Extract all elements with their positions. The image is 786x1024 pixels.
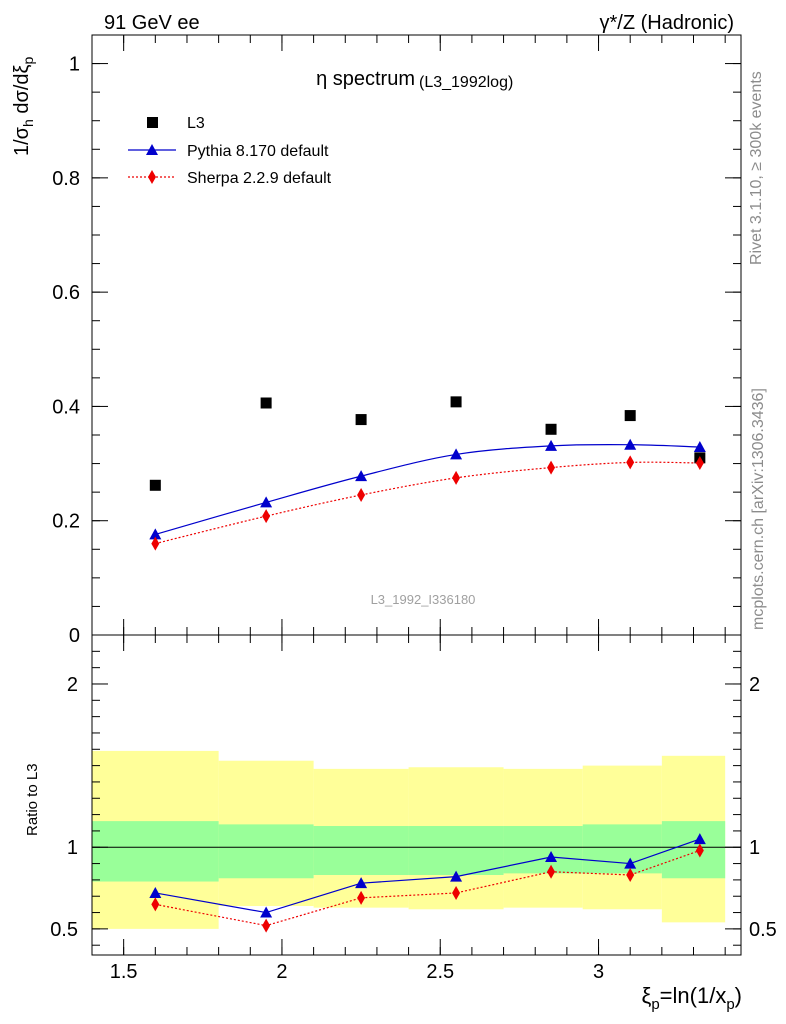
ratio-point-pythia-2 bbox=[355, 877, 368, 889]
ratio-frame bbox=[91, 634, 742, 956]
main-point-l3-0 bbox=[149, 479, 161, 491]
main-point-pythia-5 bbox=[624, 438, 637, 450]
legend-marker-pythia bbox=[146, 144, 158, 155]
x-tick-label-3: 3 bbox=[593, 961, 604, 983]
x-tick-label-2: 2.5 bbox=[426, 961, 454, 983]
main-ytick-label-1: 0.2 bbox=[52, 511, 80, 533]
ratio-point-sherpa-3 bbox=[452, 885, 461, 900]
ratio-ytick-label-left-2: 2 bbox=[67, 674, 78, 696]
legend-marker-l3 bbox=[147, 117, 158, 128]
main-ylabel: 1/σh dσ/dξp bbox=[11, 57, 36, 157]
main-point-sherpa-3 bbox=[452, 470, 461, 485]
main-point-sherpa-2 bbox=[357, 488, 366, 502]
ratio-point-pythia-4 bbox=[545, 851, 558, 863]
ratio-point-sherpa-2 bbox=[357, 890, 366, 905]
ratio-ytick-label-right-1: 1 bbox=[749, 837, 760, 859]
legend-label-pythia: Pythia 8.170 default bbox=[187, 143, 329, 160]
ratio-ytick-label-right-2: 2 bbox=[749, 674, 760, 696]
ratio-point-pythia-5 bbox=[624, 857, 637, 869]
main-point-pythia-0 bbox=[149, 528, 162, 540]
main-point-sherpa-1 bbox=[262, 509, 271, 524]
main-ytick-label-2: 0.4 bbox=[52, 396, 80, 418]
main-point-sherpa-5 bbox=[626, 455, 635, 470]
header-left: 91 GeV ee bbox=[104, 12, 200, 34]
main-ytick-label-3: 0.6 bbox=[52, 282, 80, 304]
ratio-point-sherpa-1 bbox=[262, 918, 271, 933]
main-point-pythia-6 bbox=[693, 441, 706, 452]
ratio-ylabel: Ratio to L3 bbox=[24, 763, 41, 836]
ratio-ytick-label-right-0: 0.5 bbox=[749, 919, 777, 941]
ratio-point-pythia-0 bbox=[149, 886, 162, 898]
main-point-l3-4 bbox=[545, 423, 557, 435]
header-right: γ*/Z (Hadronic) bbox=[600, 12, 734, 34]
main-point-sherpa-4 bbox=[547, 460, 556, 475]
ratio-ytick-label-left-1: 1 bbox=[67, 837, 78, 859]
main-point-pythia-2 bbox=[355, 470, 368, 482]
legend-marker-sherpa bbox=[148, 170, 156, 184]
ratio-point-sherpa-5 bbox=[626, 868, 635, 882]
mcplots-label: mcplots.cern.ch [arXiv:1306.3436] bbox=[750, 388, 767, 630]
main-ytick-label-0: 0 bbox=[69, 625, 80, 647]
legend-label-sherpa: Sherpa 2.2.9 default bbox=[187, 170, 332, 187]
x-axis-label: ξp=ln(1/xp) bbox=[641, 983, 742, 1013]
ratio-band-inner-2 bbox=[313, 826, 409, 875]
ratio-point-sherpa-6 bbox=[695, 843, 704, 858]
x-tick-label-0: 1.5 bbox=[110, 961, 138, 983]
main-point-pythia-3 bbox=[450, 448, 463, 460]
legend-label-l3: L3 bbox=[187, 115, 205, 132]
main-point-pythia-4 bbox=[545, 439, 558, 451]
main-point-l3-1 bbox=[260, 397, 272, 409]
main-point-l3-2 bbox=[355, 414, 367, 426]
main-point-l3-3 bbox=[450, 396, 462, 408]
ratio-band-inner-1 bbox=[218, 824, 314, 879]
main-point-pythia-1 bbox=[260, 496, 273, 508]
ratio-point-sherpa-0 bbox=[151, 897, 160, 912]
ratio-point-pythia-3 bbox=[450, 870, 463, 882]
ratio-band-inner-0 bbox=[92, 821, 219, 882]
main-point-sherpa-0 bbox=[151, 536, 160, 551]
ratio-band-inner-3 bbox=[408, 826, 504, 875]
main-line-pythia bbox=[155, 443, 700, 536]
chart-subtitle: (L3_1992log) bbox=[419, 74, 513, 91]
ratio-panel: Ratio to L3 ξp=ln(1/xp) 1.5 2 2.5 3 0.5 0.5 1 1… bbox=[24, 635, 777, 1013]
legend: L3 Pythia 8.170 default Sherpa 2.2.9 def… bbox=[128, 115, 332, 187]
ratio-point-sherpa-4 bbox=[547, 864, 556, 879]
main-line-sherpa bbox=[155, 461, 700, 545]
ratio-point-pythia-6 bbox=[693, 833, 706, 845]
ratio-bands bbox=[92, 750, 726, 929]
ratio-ytick-label-left-0: 0.5 bbox=[50, 919, 78, 941]
main-point-l3-5 bbox=[624, 410, 636, 422]
chart-title: η spectrum bbox=[316, 68, 415, 90]
rivet-label: Rivet 3.1.10, ≥ 300k events bbox=[748, 71, 765, 265]
main-ytick-label-4: 0.8 bbox=[52, 168, 80, 190]
analysis-watermark: L3_1992_I336180 bbox=[371, 592, 476, 607]
ratio-band-inner-5 bbox=[582, 824, 662, 874]
main-ytick-label-5: 1 bbox=[69, 54, 80, 76]
main-panel: η spectrum (L3_1992log) L3_1992_I336180 … bbox=[11, 34, 741, 647]
ratio-band-inner-4 bbox=[503, 826, 583, 874]
x-tick-label-1: 2 bbox=[276, 961, 287, 983]
ratio-point-pythia-1 bbox=[260, 906, 273, 918]
main-point-sherpa-6 bbox=[695, 456, 704, 470]
ratio-band-inner-6 bbox=[661, 821, 726, 879]
